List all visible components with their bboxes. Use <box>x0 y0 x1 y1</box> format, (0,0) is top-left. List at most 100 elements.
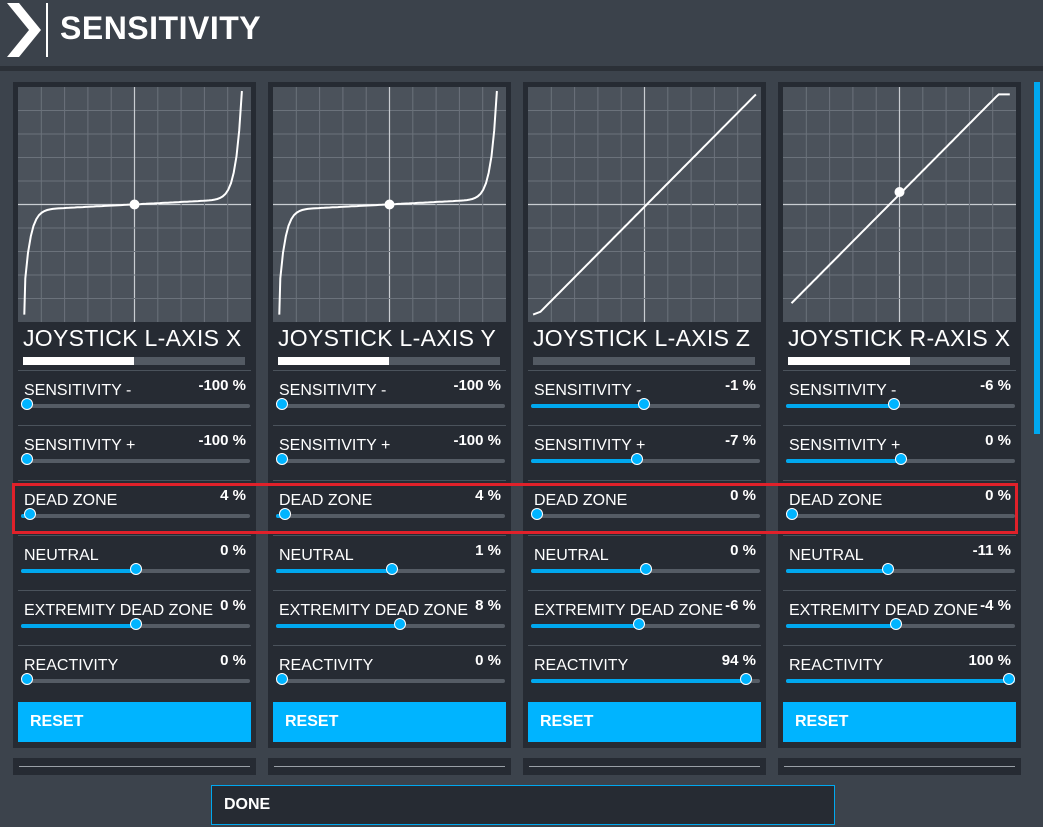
slider-track[interactable] <box>531 618 760 630</box>
slider-thumb[interactable] <box>887 398 900 410</box>
back-chevron-icon[interactable] <box>5 3 43 57</box>
setting-row-extremity-dead-zone: EXTREMITY DEAD ZONE 8 % <box>273 590 506 640</box>
response-curve-area <box>273 87 506 322</box>
slider-track[interactable] <box>276 673 505 685</box>
done-button[interactable]: DONE <box>211 785 835 825</box>
slider-thumb[interactable] <box>639 563 652 575</box>
slider-fill <box>786 404 894 408</box>
slider-track[interactable] <box>531 563 760 575</box>
slider-track[interactable] <box>21 508 250 520</box>
reset-button[interactable]: RESET <box>783 702 1016 742</box>
scrollbar-thumb[interactable] <box>1034 82 1040 434</box>
slider-track[interactable] <box>786 453 1015 465</box>
slider-track[interactable] <box>276 618 505 630</box>
setting-divider <box>273 370 506 371</box>
slider-thumb[interactable] <box>631 453 644 465</box>
reset-button[interactable]: RESET <box>18 702 251 742</box>
setting-label: SENSITIVITY + <box>534 437 646 454</box>
graph-ruler <box>529 766 760 773</box>
slider-track[interactable] <box>21 398 250 410</box>
slider-fill <box>786 459 901 463</box>
setting-divider <box>783 535 1016 536</box>
scrollbar-track[interactable] <box>1033 82 1041 827</box>
setting-divider <box>783 370 1016 371</box>
page-title: SENSITIVITY <box>60 10 262 46</box>
axis-panel: JOYSTICK L-AXIS Z SENSITIVITY - -1 % SENSIT… <box>523 82 766 748</box>
setting-row-reactivity: REACTIVITY 100 % <box>783 645 1016 695</box>
slider-thumb[interactable] <box>279 508 292 520</box>
slider-thumb[interactable] <box>276 398 288 410</box>
slider-thumb[interactable] <box>276 453 288 465</box>
setting-value: -100 % <box>453 377 501 394</box>
slider-fill <box>531 459 638 463</box>
slider-thumb[interactable] <box>889 618 902 630</box>
slider-track[interactable] <box>21 673 250 685</box>
slider-thumb[interactable] <box>129 618 142 630</box>
curve-center-marker <box>384 199 395 210</box>
slider-thumb[interactable] <box>638 398 651 410</box>
response-curve <box>790 93 1010 304</box>
slider-thumb[interactable] <box>531 508 543 520</box>
axis-panel: JOYSTICK R-AXIS X SENSITIVITY - -6 % SENSIT… <box>778 82 1021 748</box>
slider-thumb[interactable] <box>21 398 33 410</box>
axis-input-meter <box>788 357 1010 365</box>
slider-thumb[interactable] <box>740 673 753 685</box>
setting-value: -7 % <box>725 432 756 449</box>
slider-track[interactable] <box>786 618 1015 630</box>
setting-row-extremity-dead-zone: EXTREMITY DEAD ZONE -4 % <box>783 590 1016 640</box>
slider-track[interactable] <box>786 563 1015 575</box>
response-curve-area <box>18 87 251 322</box>
slider-thumb[interactable] <box>894 453 907 465</box>
slider-track[interactable] <box>276 398 505 410</box>
slider-track[interactable] <box>786 398 1015 410</box>
slider-track[interactable] <box>21 563 250 575</box>
slider-thumb[interactable] <box>21 673 33 685</box>
slider-track[interactable] <box>276 508 505 520</box>
setting-label: NEUTRAL <box>789 547 864 564</box>
slider-thumb[interactable] <box>24 508 37 520</box>
axis-input-meter-fill <box>788 357 911 365</box>
setting-value: -6 % <box>725 597 756 614</box>
slider-thumb[interactable] <box>632 618 645 630</box>
axis-title: JOYSTICK L-AXIS X <box>23 325 242 351</box>
setting-label: NEUTRAL <box>534 547 609 564</box>
slider-track[interactable] <box>531 453 760 465</box>
slider-thumb[interactable] <box>393 618 406 630</box>
slider-fill <box>786 679 1015 683</box>
slider-track[interactable] <box>531 398 760 410</box>
slider-track[interactable] <box>21 618 250 630</box>
setting-row-sensitivity-minus: SENSITIVITY - -6 % <box>783 370 1016 420</box>
setting-label: DEAD ZONE <box>24 492 118 509</box>
reset-label: RESET <box>30 713 84 730</box>
response-curve <box>532 93 757 316</box>
slider-thumb[interactable] <box>1003 673 1015 685</box>
axis-title: JOYSTICK R-AXIS X <box>788 325 1011 351</box>
setting-divider <box>783 645 1016 646</box>
slider-thumb[interactable] <box>21 453 33 465</box>
page-header: SENSITIVITY <box>0 0 1043 66</box>
setting-value: -11 % <box>972 542 1011 559</box>
slider-thumb[interactable] <box>129 563 142 575</box>
slider-track[interactable] <box>276 453 505 465</box>
setting-value: 0 % <box>220 542 246 559</box>
slider-thumb[interactable] <box>385 563 398 575</box>
slider-thumb[interactable] <box>276 673 288 685</box>
slider-track[interactable] <box>21 453 250 465</box>
reset-button[interactable]: RESET <box>273 702 506 742</box>
setting-row-dead-zone: DEAD ZONE 4 % <box>273 480 506 530</box>
setting-value: 94 % <box>721 652 756 669</box>
slider-track[interactable] <box>531 673 760 685</box>
setting-row-neutral: NEUTRAL 1 % <box>273 535 506 585</box>
setting-value: 0 % <box>730 542 756 559</box>
setting-row-neutral: NEUTRAL 0 % <box>528 535 761 585</box>
setting-row-sensitivity-plus: SENSITIVITY + -100 % <box>273 425 506 475</box>
slider-fill <box>786 624 896 628</box>
slider-thumb[interactable] <box>881 563 894 575</box>
slider-track[interactable] <box>786 508 1015 520</box>
slider-track[interactable] <box>276 563 505 575</box>
setting-value: 1 % <box>475 542 501 559</box>
slider-track[interactable] <box>531 508 760 520</box>
slider-thumb[interactable] <box>786 508 798 520</box>
reset-button[interactable]: RESET <box>528 702 761 742</box>
slider-track[interactable] <box>786 673 1015 685</box>
